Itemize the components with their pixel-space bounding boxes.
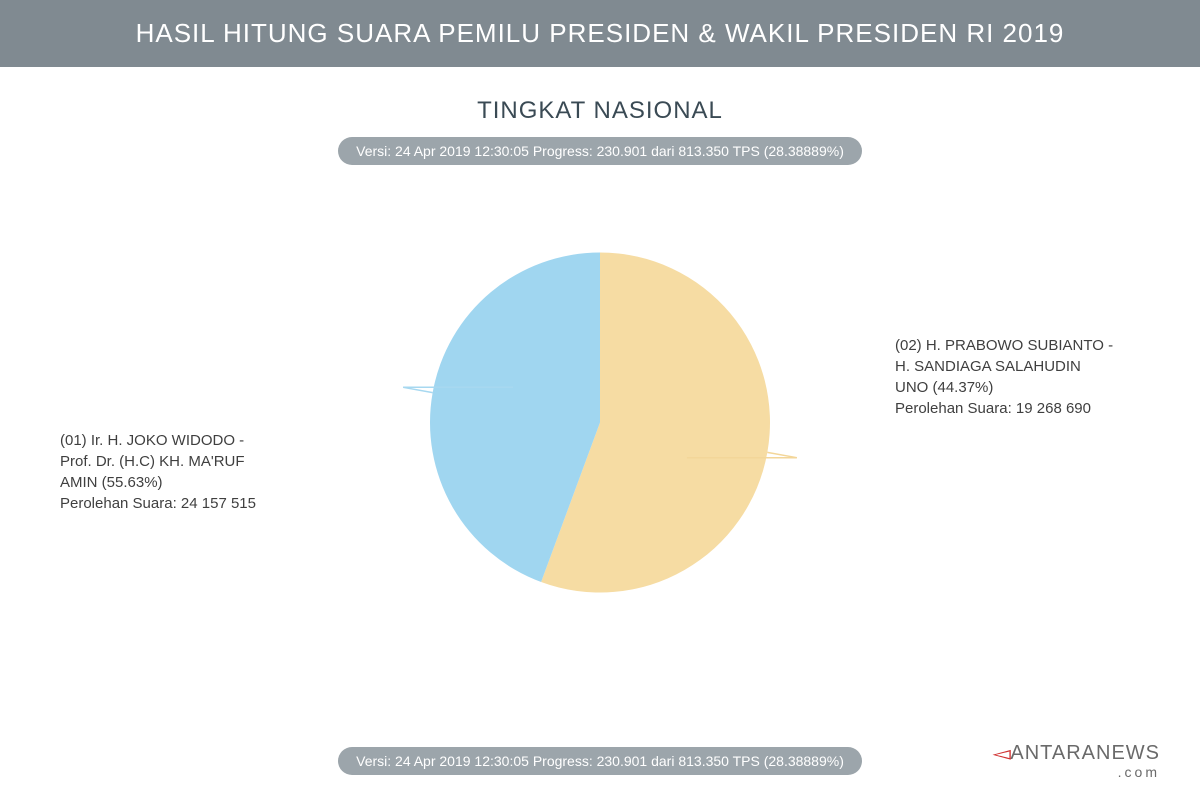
- section-subtitle: TINGKAT NASIONAL: [0, 97, 1200, 125]
- pie-svg: [250, 213, 950, 633]
- progress-pill-bottom: Versi: 24 Apr 2019 12:30:05 Progress: 23…: [338, 747, 862, 775]
- header-title: HASIL HITUNG SUARA PEMILU PRESIDEN & WAK…: [136, 18, 1065, 48]
- watermark-arrow-icon: ◅: [992, 743, 1012, 765]
- progress-pill-top: Versi: 24 Apr 2019 12:30:05 Progress: 23…: [338, 137, 862, 165]
- pie-chart: [250, 213, 950, 638]
- header-bar: HASIL HITUNG SUARA PEMILU PRESIDEN & WAK…: [0, 0, 1200, 67]
- pie-chart-area: (01) Ir. H. JOKO WIDODO - Prof. Dr. (H.C…: [0, 185, 1200, 665]
- watermark-brand: ANTARANEWS: [1010, 742, 1160, 764]
- watermark: ◅ANTARANEWS .com: [994, 742, 1160, 780]
- top-status-row: Versi: 24 Apr 2019 12:30:05 Progress: 23…: [0, 125, 1200, 165]
- watermark-domain: .com: [994, 765, 1160, 780]
